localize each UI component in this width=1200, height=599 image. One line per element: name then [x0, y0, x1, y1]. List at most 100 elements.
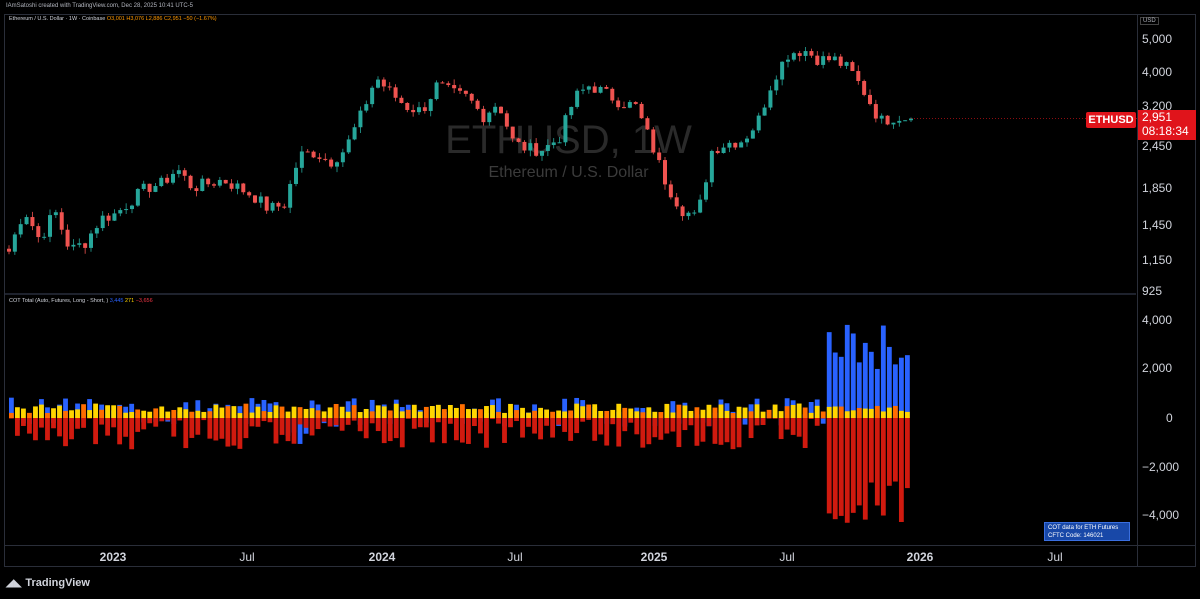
cot-bar	[796, 403, 802, 418]
cot-bar	[724, 418, 730, 443]
price-scale-divider	[1137, 15, 1138, 567]
cot-bar	[748, 411, 754, 418]
cot-bar	[826, 406, 832, 418]
cot-bar	[147, 411, 153, 418]
cot-bar	[219, 407, 225, 418]
cot-bar	[658, 418, 664, 440]
cot-bar	[706, 404, 712, 418]
candle-body	[7, 248, 11, 252]
candle-body	[709, 150, 714, 183]
candle-body	[674, 197, 679, 207]
cot-bar	[724, 410, 730, 418]
cot-bar	[51, 418, 56, 429]
cot-bar	[598, 410, 604, 418]
last-price-tag: 2,951 08:18:34	[1138, 110, 1196, 140]
cot-bar	[129, 403, 135, 418]
cot-bar	[87, 418, 92, 419]
cot-bar	[333, 403, 339, 418]
last-price-value: 2,951	[1142, 110, 1173, 124]
candle-body	[42, 236, 47, 238]
candle-body	[551, 142, 556, 146]
cot-bar	[195, 410, 201, 418]
cot-bar	[856, 362, 862, 418]
cot-bar	[748, 404, 754, 418]
cot-bar	[135, 409, 141, 418]
candle-body	[247, 192, 252, 196]
candle-body	[786, 59, 790, 62]
cot-bar	[814, 418, 820, 426]
cot-bar	[453, 407, 459, 418]
cot-bar	[255, 406, 261, 418]
candle-body	[30, 217, 35, 227]
cot-bar	[249, 398, 255, 418]
cot-bar	[201, 411, 207, 418]
cot-bar	[820, 418, 826, 424]
candle-body	[18, 224, 23, 235]
cot-bar	[838, 418, 844, 516]
cot-bar	[183, 409, 189, 418]
candle-body	[633, 102, 638, 104]
cot-bar	[327, 418, 333, 427]
cot-bar	[640, 418, 646, 448]
cot-bar	[315, 418, 321, 430]
cot-bar	[886, 407, 892, 418]
cot-info-line-1: COT data for ETH Futures	[1048, 525, 1119, 531]
cot-bar	[562, 418, 568, 432]
cot-legend[interactable]: COT Total (Auto, Futures, Long - Short, …	[9, 298, 153, 304]
candle-body	[235, 183, 240, 189]
tradingview-footer[interactable]: ◢◣ TradingView	[6, 577, 90, 589]
cot-bar	[447, 418, 453, 424]
currency-label[interactable]: USD	[1140, 17, 1159, 25]
candle-body	[463, 90, 468, 94]
price-legend[interactable]: Ethereum / U.S. Dollar · 1W · Coinbase O…	[9, 16, 217, 22]
cot-bar	[303, 418, 309, 428]
cot-bar	[51, 408, 56, 418]
cot-bar	[153, 418, 159, 427]
cot-legend-value-2: 271	[124, 298, 135, 304]
candle-body	[399, 97, 404, 103]
price-pane[interactable]	[5, 15, 1136, 293]
cot-bar	[646, 418, 652, 445]
cot-bar	[45, 407, 50, 418]
cot-bar	[423, 418, 429, 428]
cot-bar	[33, 418, 38, 441]
cot-bar	[610, 418, 616, 425]
cot-bar	[718, 404, 724, 418]
time-label: Jul	[239, 550, 255, 564]
candle-body	[856, 71, 861, 82]
cot-bar	[369, 399, 375, 418]
candle-body	[545, 145, 550, 151]
cot-bar	[880, 411, 886, 418]
candle-body	[897, 120, 902, 123]
candle-body	[809, 51, 814, 56]
candle-body	[370, 87, 375, 105]
price-legend-title: Ethereum / U.S. Dollar · 1W · Coinbase	[9, 16, 106, 22]
cot-bar	[484, 406, 489, 418]
cot-bar	[393, 418, 399, 439]
cot-bar	[676, 418, 682, 448]
cot-bar	[249, 412, 255, 418]
cot-bar	[411, 404, 417, 418]
cot-bar	[297, 407, 303, 418]
cot-bar	[261, 411, 267, 418]
pane-separator[interactable]	[5, 293, 1136, 295]
candle-body	[862, 81, 867, 95]
cot-bar	[850, 333, 856, 418]
candle-body	[827, 56, 831, 61]
candle-body	[885, 115, 890, 125]
cot-bar	[712, 418, 718, 444]
cot-bar	[45, 413, 50, 418]
cot-bar	[123, 406, 129, 418]
cot-bar	[478, 409, 483, 418]
cot-bar	[129, 418, 135, 450]
candle-body	[24, 217, 29, 225]
cot-bar	[850, 410, 856, 418]
cot-bar	[279, 406, 285, 418]
cot-bar	[249, 418, 255, 427]
cot-bar	[453, 418, 459, 441]
cot-bar	[532, 410, 537, 418]
candle-body	[53, 212, 58, 216]
cot-bar	[496, 411, 501, 418]
cot-bar	[592, 404, 598, 418]
